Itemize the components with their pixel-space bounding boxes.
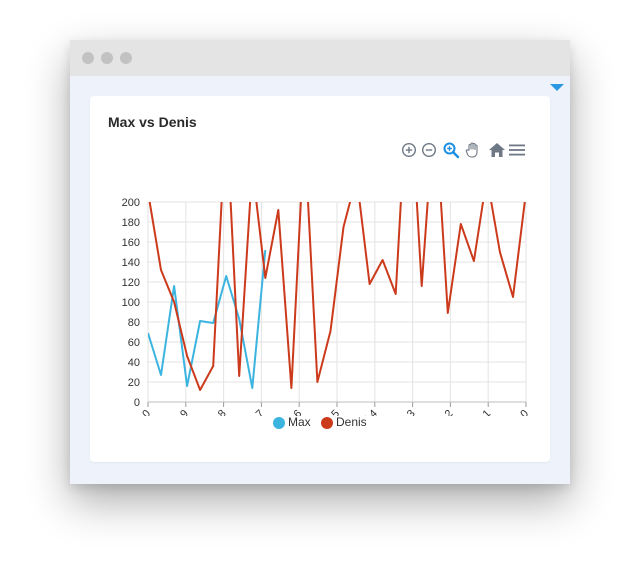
line-chart: 0 20 40 60 80 100 120 140 160 180 200 0.0 2.9 5.8 8.7… [122,197,531,416]
zoom-selection-icon[interactable] [442,141,460,159]
window-maximize-button[interactable] [120,52,132,64]
legend-label-max: Max [288,415,311,429]
x-tick-label: 26.1 [470,408,494,416]
x-tick-label: 29.0 [507,408,531,416]
series-line-max [148,249,267,389]
series-line-denis [148,202,526,391]
pan-icon[interactable] [464,141,482,159]
legend-label-denis: Denis [336,415,367,429]
y-tick-label: 0 [134,397,140,409]
x-axis: 0.0 2.9 5.8 8.7 11.6 14.5 17.4 20.3 23.2 26.1 29.0 [134,401,531,416]
legend-marker-denis [321,417,333,429]
x-tick-label: 0.0 [134,408,153,416]
y-tick-label: 100 [122,297,140,309]
chart-legend: Max Denis [90,414,550,432]
reset-home-icon[interactable] [488,141,506,159]
window-minimize-button[interactable] [101,52,113,64]
chart-card: Max vs Denis [90,96,550,462]
zoom-out-icon[interactable] [420,141,438,159]
x-tick-label: 8.7 [247,408,266,416]
legend-marker-max [273,417,285,429]
dropdown-caret-icon[interactable] [550,84,564,91]
zoom-in-icon[interactable] [400,141,418,159]
y-tick-label: 80 [128,317,140,329]
y-tick-label: 140 [122,257,140,269]
y-tick-label: 20 [128,377,140,389]
y-axis: 0 20 40 60 80 100 120 140 160 180 200 [122,197,140,409]
window-close-button[interactable] [82,52,94,64]
chart-grid [147,201,527,403]
y-tick-label: 200 [122,197,140,209]
x-tick-label: 23.2 [432,408,456,416]
y-tick-label: 60 [128,337,140,349]
menu-icon[interactable] [508,141,526,159]
y-tick-label: 160 [122,237,140,249]
x-tick-label: 20.3 [394,408,418,416]
x-tick-label: 17.4 [356,408,380,416]
y-tick-label: 180 [122,217,140,229]
x-tick-label: 2.9 [172,408,191,416]
x-tick-label: 11.6 [281,408,304,416]
y-tick-label: 40 [128,357,140,369]
chart-series [148,202,526,391]
y-tick-label: 120 [122,277,140,289]
browser-window: Max vs Denis [70,40,570,484]
window-titlebar [70,40,570,76]
x-tick-label: 5.8 [209,408,228,416]
x-tick-label: 14.5 [318,408,342,416]
chart-title: Max vs Denis [108,114,197,130]
